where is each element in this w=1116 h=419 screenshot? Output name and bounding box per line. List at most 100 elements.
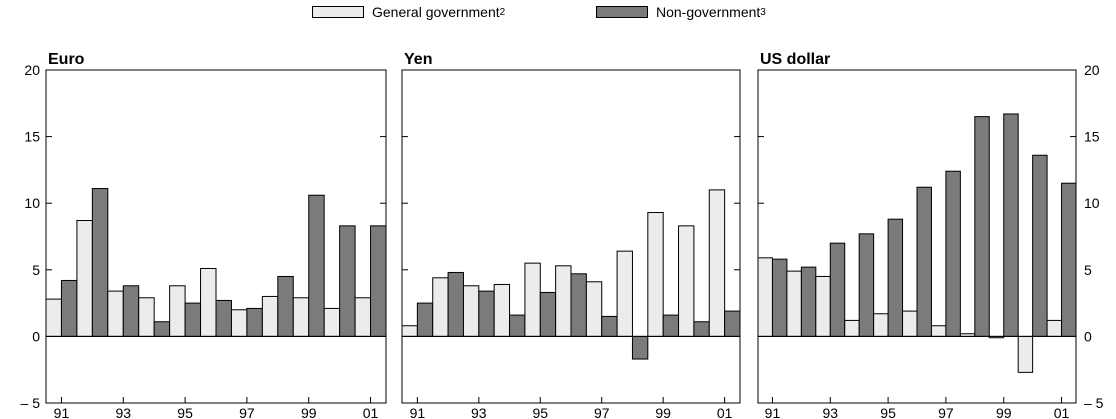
bar-non-government-96 — [916, 186, 932, 337]
bar-general-government-91 — [45, 298, 62, 337]
bar-general-government-93 — [815, 275, 831, 337]
legend-item-non-government: Non-government 3 — [596, 4, 766, 20]
legend-label-general-government: General government — [372, 4, 500, 20]
bar-general-government-92 — [432, 277, 449, 337]
bar-non-government-91 — [416, 302, 434, 337]
bar-non-government-97 — [246, 307, 263, 337]
x-tick-label: 99 — [996, 405, 1012, 419]
bar-general-government-91 — [401, 325, 418, 337]
bar-general-government-01 — [1046, 319, 1063, 337]
bar-non-government-98 — [631, 335, 649, 360]
bar-non-government-00 — [1032, 154, 1048, 337]
bar-general-government-00 — [323, 307, 341, 337]
x-tick-label: 91 — [54, 405, 70, 419]
y-tick-label-right: 0 — [1084, 328, 1092, 344]
y-tick-label-right: 15 — [1084, 129, 1100, 145]
x-tick-label: 01 — [363, 405, 379, 419]
y-tick-label-right: – 5 — [1084, 395, 1104, 411]
bar-non-government-98 — [277, 275, 294, 337]
bar-general-government-95 — [169, 285, 186, 337]
bar-non-government-95 — [539, 291, 557, 337]
bar-general-government-98 — [261, 295, 279, 337]
bar-non-government-99 — [1003, 113, 1019, 337]
x-tick-label: 91 — [410, 405, 426, 419]
bar-general-government-98 — [616, 250, 633, 337]
x-tick-label: 97 — [938, 405, 954, 419]
bar-general-government-93 — [107, 290, 124, 337]
chart-title: US dollar — [760, 51, 830, 68]
bar-general-government-97 — [930, 325, 947, 337]
y-tick-label-left: 15 — [24, 129, 40, 145]
bar-non-government-97 — [601, 315, 618, 337]
bar-non-government-96 — [215, 299, 232, 337]
x-tick-label: 93 — [822, 405, 838, 419]
x-tick-label: 95 — [532, 405, 548, 419]
x-tick-label: 95 — [880, 405, 896, 419]
bar-non-government-99 — [308, 194, 325, 337]
bar-general-government-95 — [524, 262, 541, 337]
bar-general-government-00 — [678, 225, 695, 337]
chart-title: Yen — [404, 51, 432, 68]
bar-general-government-94 — [138, 297, 155, 337]
bar-non-government-91 — [60, 279, 78, 337]
bar-general-government-97 — [230, 309, 248, 337]
chart-panel-us-dollar: US dollar 91 93 95 97 99 01 – 5 0 5 10 15 20 — [757, 51, 1104, 419]
bar-non-government-00 — [339, 225, 356, 337]
bar-general-government-94 — [493, 283, 511, 337]
bar-non-government-93 — [122, 285, 140, 337]
y-tick-label-left: 10 — [24, 195, 40, 211]
bar-non-government-94 — [153, 321, 171, 337]
bar-non-government-92 — [800, 266, 817, 337]
bar-non-government-96 — [570, 273, 587, 337]
x-tick-label: 01 — [1054, 405, 1070, 419]
chart-panel-yen: Yen 91 93 95 97 99 01 — [401, 51, 741, 419]
bar-non-government-99 — [662, 314, 680, 337]
legend-label-non-government: Non-government — [656, 4, 761, 20]
bar-general-government-00 — [1017, 335, 1034, 373]
bar-non-government-97 — [945, 170, 961, 337]
bar-non-government-95 — [887, 218, 904, 337]
bar-non-government-92 — [91, 188, 109, 337]
bar-non-government-98 — [974, 116, 990, 337]
y-tick-label-left: 0 — [32, 328, 40, 344]
y-tick-label-left: 20 — [24, 62, 40, 78]
bar-general-government-91 — [757, 257, 773, 337]
x-tick-label: 91 — [765, 405, 781, 419]
bar-general-government-96 — [555, 265, 572, 337]
bar-non-government-01 — [370, 225, 387, 337]
bar-non-government-01 — [1061, 182, 1077, 337]
bar-non-government-93 — [478, 290, 495, 337]
bar-general-government-01 — [708, 189, 726, 337]
y-tick-label-right: 20 — [1084, 62, 1100, 78]
legend-swatch-general-government — [312, 6, 364, 18]
x-tick-label: 93 — [471, 405, 487, 419]
bar-non-government-94 — [858, 233, 875, 337]
bar-general-government-92 — [786, 270, 802, 337]
x-tick-label: 99 — [655, 405, 671, 419]
bar-non-government-95 — [184, 302, 202, 337]
x-tick-label: 93 — [115, 405, 131, 419]
x-tick-label: 01 — [717, 405, 733, 419]
bar-non-government-93 — [829, 242, 846, 337]
x-tick-label: 99 — [301, 405, 317, 419]
bar-general-government-97 — [585, 281, 603, 337]
bar-non-government-92 — [447, 271, 464, 337]
chart-title: Euro — [48, 51, 85, 68]
bar-general-government-95 — [873, 313, 889, 337]
y-tick-label-right: 10 — [1084, 195, 1100, 211]
bar-general-government-96 — [200, 267, 217, 337]
bar-general-government-94 — [844, 319, 860, 337]
bar-general-government-99 — [292, 297, 310, 337]
x-tick-label: 97 — [594, 405, 610, 419]
bar-general-government-96 — [902, 310, 918, 337]
plot-frame — [401, 69, 741, 404]
bar-non-government-01 — [724, 310, 741, 337]
x-tick-label: 97 — [239, 405, 255, 419]
bar-non-government-00 — [693, 321, 710, 337]
y-tick-label-left: 5 — [32, 262, 40, 278]
bar-general-government-92 — [76, 220, 93, 337]
chart-panel-euro: Euro 91 93 95 97 99 01 – 5 0 5 10 15 20 — [21, 51, 387, 419]
legend-footnote-2: 2 — [499, 6, 506, 18]
legend-swatch-non-government — [596, 6, 648, 18]
